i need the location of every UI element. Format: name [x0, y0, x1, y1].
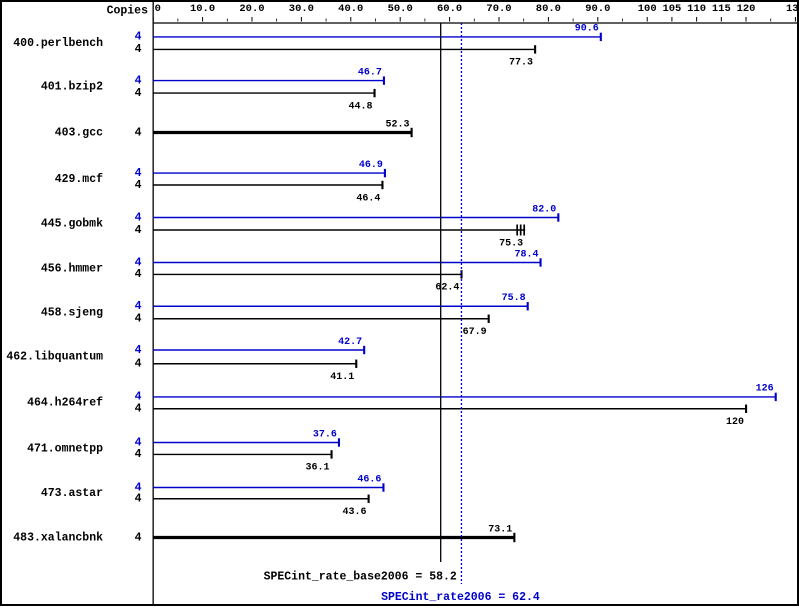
svg-text:SPECint_rate_base2006 = 58.2: SPECint_rate_base2006 = 58.2 — [264, 571, 457, 584]
svg-text:456.hmmer: 456.hmmer — [41, 262, 103, 275]
svg-text:4: 4 — [135, 403, 142, 416]
svg-text:41.1: 41.1 — [330, 372, 354, 383]
svg-text:4: 4 — [135, 87, 142, 100]
svg-text:464.h264ref: 464.h264ref — [27, 397, 103, 410]
svg-text:20.0: 20.0 — [239, 3, 264, 15]
svg-text:4: 4 — [135, 531, 142, 544]
svg-text:73.1: 73.1 — [488, 525, 512, 536]
svg-text:75.3: 75.3 — [499, 238, 523, 249]
svg-text:100: 100 — [638, 3, 657, 15]
svg-text:445.gobmk: 445.gobmk — [41, 218, 103, 231]
svg-text:4: 4 — [135, 300, 142, 313]
svg-text:50.0: 50.0 — [388, 3, 413, 15]
svg-text:401.bzip2: 401.bzip2 — [41, 81, 103, 94]
svg-text:4: 4 — [135, 313, 142, 326]
svg-text:130: 130 — [786, 3, 799, 15]
svg-text:62.4: 62.4 — [435, 283, 459, 294]
svg-text:36.1: 36.1 — [305, 463, 329, 474]
svg-text:60.0: 60.0 — [437, 3, 462, 15]
svg-text:30.0: 30.0 — [289, 3, 314, 15]
svg-text:4: 4 — [135, 179, 142, 192]
svg-text:46.7: 46.7 — [358, 67, 382, 78]
svg-text:40.0: 40.0 — [338, 3, 363, 15]
svg-text:473.astar: 473.astar — [41, 487, 103, 500]
svg-text:4: 4 — [135, 74, 142, 87]
svg-text:75.8: 75.8 — [502, 293, 526, 304]
svg-text:52.3: 52.3 — [386, 120, 410, 131]
svg-text:4: 4 — [135, 31, 142, 44]
svg-text:4: 4 — [135, 126, 142, 139]
svg-text:44.8: 44.8 — [348, 101, 372, 112]
svg-text:46.4: 46.4 — [356, 193, 380, 204]
svg-text:46.6: 46.6 — [357, 474, 381, 485]
svg-text:462.libquantum: 462.libquantum — [6, 351, 103, 364]
svg-text:483.xalancbnk: 483.xalancbnk — [13, 531, 103, 544]
svg-text:67.9: 67.9 — [463, 327, 487, 338]
svg-text:105: 105 — [662, 3, 681, 15]
svg-text:126: 126 — [756, 384, 774, 395]
svg-text:42.7: 42.7 — [338, 337, 362, 348]
svg-text:10.0: 10.0 — [190, 3, 215, 15]
svg-text:4: 4 — [135, 358, 142, 371]
svg-text:90.0: 90.0 — [585, 3, 610, 15]
svg-text:4: 4 — [135, 344, 142, 357]
svg-text:82.0: 82.0 — [532, 204, 556, 215]
svg-text:70.0: 70.0 — [486, 3, 511, 15]
svg-text:120: 120 — [737, 3, 756, 15]
svg-text:4: 4 — [135, 224, 142, 237]
svg-text:110: 110 — [687, 3, 706, 15]
svg-text:0: 0 — [155, 3, 161, 15]
svg-text:429.mcf: 429.mcf — [55, 173, 103, 186]
svg-text:115: 115 — [712, 3, 731, 15]
svg-text:4: 4 — [135, 493, 142, 506]
svg-text:77.3: 77.3 — [509, 58, 533, 69]
svg-text:Copies: Copies — [107, 5, 149, 18]
svg-text:90.6: 90.6 — [575, 24, 599, 35]
svg-text:80.0: 80.0 — [536, 3, 561, 15]
svg-text:78.4: 78.4 — [514, 249, 538, 260]
svg-text:471.omnetpp: 471.omnetpp — [27, 442, 103, 455]
svg-text:4: 4 — [135, 211, 142, 224]
svg-text:37.6: 37.6 — [313, 429, 337, 440]
svg-text:43.6: 43.6 — [343, 507, 367, 518]
svg-text:458.sjeng: 458.sjeng — [41, 306, 103, 319]
svg-text:4: 4 — [135, 448, 142, 461]
svg-text:4: 4 — [135, 268, 142, 281]
svg-text:SPECint_rate2006 = 62.4: SPECint_rate2006 = 62.4 — [381, 591, 540, 604]
svg-text:4: 4 — [135, 43, 142, 56]
svg-text:120: 120 — [726, 417, 744, 428]
svg-text:46.9: 46.9 — [359, 160, 383, 171]
svg-text:403.gcc: 403.gcc — [55, 126, 103, 139]
svg-text:400.perlbench: 400.perlbench — [13, 37, 103, 50]
